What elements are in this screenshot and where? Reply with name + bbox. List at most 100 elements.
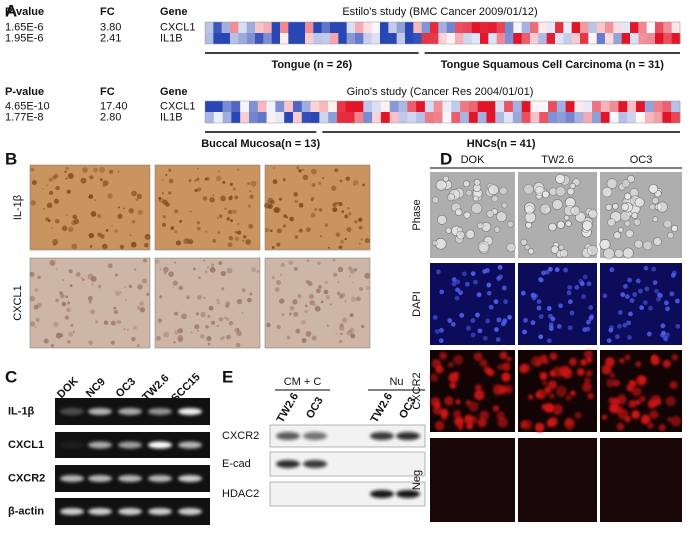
stain-spot <box>235 342 241 348</box>
cell <box>543 402 554 413</box>
cell <box>469 415 478 424</box>
cell <box>538 277 543 282</box>
heatmap-cell <box>257 101 267 112</box>
cell <box>501 372 511 382</box>
heatmap-cell <box>413 33 422 44</box>
stain-spot <box>65 177 68 180</box>
heatmap-cell <box>205 22 214 33</box>
stain-spot <box>234 236 240 242</box>
stain-spot <box>228 195 233 201</box>
heatmap-cell <box>471 33 481 44</box>
cell <box>530 320 536 326</box>
cell <box>444 396 454 406</box>
cell <box>643 265 649 271</box>
cell <box>565 394 572 401</box>
cell <box>491 195 499 203</box>
stain-spot <box>34 326 37 329</box>
heatmap-cell <box>555 33 564 44</box>
stain-spot <box>194 188 198 193</box>
stain-spot <box>204 177 208 181</box>
stain-spot <box>161 179 164 181</box>
heatmap-cell <box>248 112 259 123</box>
heatmap-cell <box>653 112 663 123</box>
cell <box>507 314 512 320</box>
stain-spot <box>66 189 71 194</box>
stain-spot <box>241 288 246 293</box>
gene-name: IL1B <box>160 111 183 123</box>
row-label: CXCR2 <box>411 372 423 409</box>
heatmap-cell <box>430 33 439 44</box>
stain-spot <box>59 333 64 338</box>
heatmap-cell <box>346 33 356 44</box>
cell <box>667 231 674 239</box>
stain-spot <box>336 291 341 296</box>
heatmap-cell <box>605 22 614 33</box>
heatmap-cell <box>636 112 646 123</box>
heatmap-cell <box>644 101 654 112</box>
cell <box>562 368 573 379</box>
cell <box>506 220 514 228</box>
column-header: TW2.6 <box>541 154 573 166</box>
cell <box>437 214 447 225</box>
stain-spot <box>89 175 94 180</box>
heatmap-cell <box>238 33 247 44</box>
stain-spot <box>298 228 303 233</box>
heatmap-cell <box>521 22 531 33</box>
cell <box>657 292 662 298</box>
heatmap-cell <box>460 101 470 112</box>
gel-band <box>60 408 84 415</box>
stain-spot <box>224 207 227 211</box>
heatmap-cell <box>495 101 505 112</box>
stain-spot <box>165 173 168 177</box>
lane-label: TW2.6 <box>369 391 396 425</box>
cell <box>627 335 632 340</box>
cell <box>558 244 565 251</box>
stain-spot <box>338 245 342 249</box>
stain-spot <box>80 276 83 279</box>
stain-spot <box>289 305 295 311</box>
stain-spot <box>349 313 354 318</box>
heatmap-cell <box>380 101 391 112</box>
stain-spot <box>341 210 345 213</box>
stain-spot <box>69 284 73 287</box>
cell <box>431 196 439 204</box>
cell <box>647 422 654 429</box>
heatmap-cell <box>477 101 487 112</box>
cell <box>435 179 447 191</box>
cell <box>429 373 439 382</box>
stain-spot <box>236 330 242 337</box>
column-header: DOK <box>461 154 486 166</box>
stain-spot <box>237 230 242 235</box>
stain-spot <box>105 229 109 232</box>
stain-spot <box>91 283 94 286</box>
stain-spot <box>347 206 350 210</box>
stain-spot <box>266 322 271 328</box>
stain-spot <box>122 207 126 210</box>
heatmap-cell <box>605 33 614 44</box>
stain-spot <box>172 286 174 289</box>
heatmap-cell <box>430 22 439 33</box>
cell <box>633 218 641 226</box>
heatmap-cell <box>530 33 539 44</box>
cell <box>477 240 490 253</box>
cell <box>482 335 488 341</box>
cell <box>568 357 578 367</box>
cell <box>501 362 511 372</box>
cell <box>648 184 659 194</box>
heatmap-cell <box>319 112 329 123</box>
stain-spot <box>234 230 238 234</box>
cell <box>570 205 581 216</box>
heatmap-cell <box>504 112 514 123</box>
heatmap-cell <box>338 33 347 44</box>
cell <box>660 323 666 329</box>
cell <box>499 351 508 360</box>
heatmap-cell <box>266 112 276 123</box>
heatmap-cell <box>246 33 256 44</box>
cell <box>492 384 504 396</box>
cell <box>486 368 495 377</box>
heatmap-cell <box>288 33 297 44</box>
cell <box>448 361 454 368</box>
stain-spot <box>272 179 278 185</box>
gel-band <box>118 408 142 415</box>
stain-spot <box>318 181 322 185</box>
